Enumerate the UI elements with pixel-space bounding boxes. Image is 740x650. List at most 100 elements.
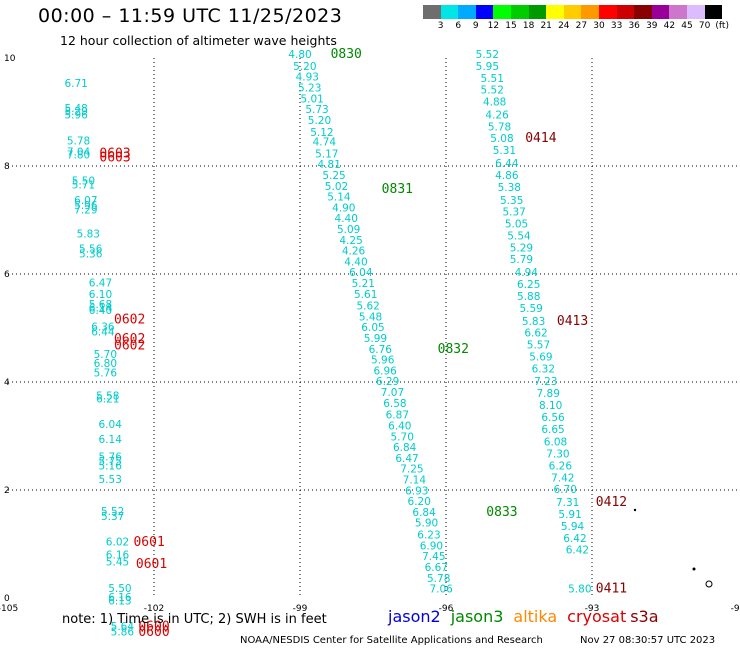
color-swatch — [651, 5, 670, 19]
wave-height-value: 6.70 — [554, 484, 577, 496]
wave-height-value: 5.21 — [352, 278, 375, 290]
wave-height-value: 7.14 — [403, 475, 427, 487]
credit-line: NOAA/NESDIS Center for Satellite Applica… — [240, 635, 543, 646]
wave-height-value: 5.59 — [519, 303, 542, 315]
wave-height-value: 5.48 — [359, 311, 382, 323]
wave-height-value: 6.02 — [106, 537, 129, 549]
wave-height-value: 5.80 — [568, 584, 591, 596]
color-swatch — [458, 5, 476, 19]
color-scale-tick-label: 24 — [558, 21, 570, 31]
wave-height-value: 5.52 — [481, 85, 504, 97]
pass-time-label: 0833 — [486, 505, 517, 520]
wave-height-value: 6.42 — [563, 533, 586, 545]
x-tick-label: -93 — [585, 604, 600, 614]
pass-time-label: 0831 — [382, 182, 413, 197]
wave-height-value: 4.86 — [495, 170, 519, 182]
wave-height-value: 6.84 — [412, 507, 436, 519]
wave-height-value: 4.88 — [483, 97, 506, 109]
y-tick-label: 6 — [4, 270, 10, 280]
color-swatch — [440, 5, 459, 19]
color-scale-bar — [423, 5, 723, 19]
wave-height-value: 5.69 — [529, 351, 552, 363]
wave-height-value: 6.05 — [361, 322, 384, 334]
wave-height-value: 6.87 — [386, 410, 409, 422]
island-marker — [705, 580, 713, 588]
color-scale-tick-label: 18 — [522, 21, 535, 31]
island-marker — [633, 508, 637, 512]
wave-height-value: 5.78 — [67, 135, 90, 147]
wave-height-value: 5.02 — [325, 181, 348, 193]
pass-time-label: 0412 — [596, 495, 627, 510]
pass-time-label: 0603 — [99, 146, 130, 161]
y-tick-label: 0 — [4, 594, 10, 604]
wave-height-value: 5.52 — [101, 506, 124, 518]
wave-height-value: 5.78 — [488, 121, 511, 133]
x-tick-label: -99 — [293, 604, 308, 614]
wave-height-value: 5.75 — [99, 456, 122, 468]
wave-height-value: 6.47 — [89, 277, 112, 289]
color-scale-ticks: 3 6 9 12 15 18 21 24 27 30 33 36 39 42 45 70 (ft) — [423, 21, 740, 33]
color-scale-tick-label: (ft) — [715, 21, 729, 31]
wave-height-value: 4.74 — [313, 136, 337, 148]
wave-height-value: 5.64 — [111, 621, 135, 633]
wave-height-value: 5.78 — [427, 573, 450, 585]
wave-height-value: 5.70 — [94, 349, 117, 361]
pass-time-label: 0830 — [331, 47, 362, 62]
wave-height-value: 5.79 — [510, 254, 533, 266]
pass-time-label: 0603 — [99, 151, 130, 166]
wave-height-value: 6.23 — [417, 530, 440, 542]
wave-height-value: 5.58 — [96, 390, 119, 402]
wave-height-value: 5.45 — [106, 557, 129, 569]
wave-height-value: 7.31 — [556, 497, 579, 509]
island-marker — [692, 567, 696, 571]
wave-height-value: 5.36 — [79, 248, 103, 260]
footnote: note: 1) Time is in UTC; 2) SWH is in fe… — [62, 612, 327, 627]
wave-height-value: 5.14 — [327, 192, 351, 204]
legend-entry-cryosat: cryosat — [567, 607, 627, 626]
wave-height-value: 7.04 — [67, 147, 91, 159]
wave-height-value: 5.35 — [500, 195, 523, 207]
wave-height-value: 5.37 — [502, 207, 525, 219]
color-scale-tick-label: 27 — [575, 21, 588, 31]
color-swatch — [634, 5, 652, 19]
pass-time-label: 0601 — [133, 535, 164, 550]
timestamp: Nov 27 08:30:57 UTC 2023 — [580, 635, 716, 646]
wave-height-value: 7.89 — [537, 388, 560, 400]
wave-height-value: 6.14 — [99, 434, 123, 446]
wave-height-value: 5.17 — [315, 148, 338, 160]
pass-time-label: 0414 — [525, 131, 556, 146]
wave-height-value: 6.10 — [89, 289, 112, 301]
wave-height-value: 5.54 — [507, 230, 531, 242]
wave-height-value: 5.99 — [364, 333, 387, 345]
wave-height-value: 5.20 — [308, 115, 331, 127]
color-scale-tick-label: 3 — [437, 21, 444, 31]
wave-height-value: 4.26 — [342, 246, 366, 258]
wave-height-value: 4.94 — [515, 267, 539, 279]
color-scale-tick-label: 21 — [540, 21, 552, 31]
wave-height-value: 5.23 — [298, 82, 321, 94]
wave-height-value: 6.93 — [405, 485, 428, 497]
wave-height-value: 7.06 — [429, 584, 453, 596]
color-scale-tick-label: 6 — [455, 21, 462, 31]
wave-height-value: 6.16 — [106, 550, 130, 562]
wave-height-value: 4.93 — [296, 72, 319, 84]
color-swatch — [598, 5, 617, 19]
wave-height-value: 5.86 — [111, 626, 135, 638]
y-tick-label: 4 — [4, 378, 10, 388]
pass-time-label: 0832 — [438, 342, 469, 357]
page-subtitle: 12 hour collection of altimeter wave hei… — [60, 33, 337, 48]
color-scale-tick-label: 45 — [681, 21, 693, 31]
pass-time-label: 0600 — [138, 619, 169, 634]
color-scale-tick-label: 36 — [628, 21, 640, 31]
pass-time-label: 0411 — [596, 582, 627, 597]
wave-height-value: 6.84 — [393, 442, 417, 454]
wave-height-value: 5.73 — [305, 104, 328, 116]
wave-height-value: 6.40 — [89, 305, 112, 317]
wave-height-value: 5.91 — [558, 509, 581, 521]
color-scale-tick-label: 39 — [646, 21, 658, 31]
wave-height-value: 5.48 — [64, 103, 87, 115]
wave-height-value: 5.56 — [79, 243, 103, 255]
wave-height-value: 4.25 — [339, 235, 362, 247]
color-swatch — [581, 5, 599, 19]
color-swatch — [423, 5, 441, 19]
